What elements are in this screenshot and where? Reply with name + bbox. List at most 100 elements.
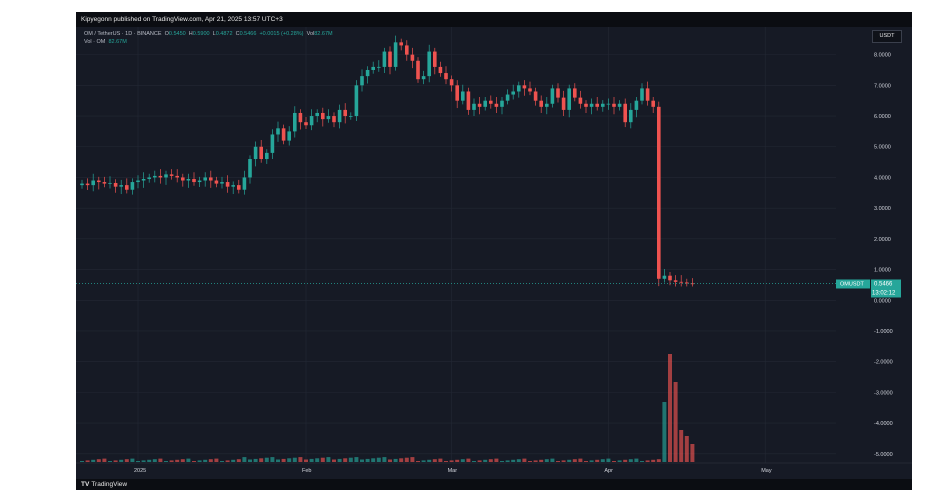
volume-bar xyxy=(354,457,359,462)
volume-bar xyxy=(578,458,583,462)
candle-body xyxy=(315,112,319,117)
volume-bar xyxy=(220,461,224,462)
brand-label: TradingView xyxy=(91,481,128,488)
volume-bar xyxy=(298,457,303,462)
volume-bar xyxy=(662,402,667,462)
chart-area[interactable]: 8.0000 7.0000 6.0000 5.0000 4.0000 3.0000 2.00… xyxy=(76,27,912,479)
volume-bar xyxy=(617,460,622,462)
candle-body xyxy=(444,73,448,80)
candle-body xyxy=(561,97,566,110)
chart-window: Kipyegonn published on TradingView.com, … xyxy=(76,12,912,490)
candle-body xyxy=(410,54,415,61)
candle-body xyxy=(270,134,275,153)
volume-bar xyxy=(315,458,320,462)
candle-body xyxy=(113,182,118,187)
candle-body xyxy=(192,178,196,183)
candle-body xyxy=(584,103,588,107)
volume-bar xyxy=(208,459,213,462)
volume-bar xyxy=(382,457,387,462)
candle-body xyxy=(225,182,230,187)
volume-bar xyxy=(561,460,566,462)
volume-bar xyxy=(488,459,493,462)
volume-bar xyxy=(544,459,549,462)
y-tick-label: 5.0000 xyxy=(874,145,891,151)
candle-body xyxy=(477,103,482,107)
candle-body xyxy=(601,103,605,107)
volume-bar xyxy=(236,459,241,462)
volume-bar xyxy=(640,461,644,462)
candle-body xyxy=(169,174,174,176)
volume-bar xyxy=(309,458,314,462)
volume-bar xyxy=(584,461,588,462)
candle-body xyxy=(125,185,129,190)
volume-bars xyxy=(80,354,695,462)
candlestick-chart[interactable]: 8.0000 7.0000 6.0000 5.0000 4.0000 3.0000 2.00… xyxy=(76,27,912,479)
candle-body xyxy=(164,174,168,178)
volume-bar xyxy=(147,459,152,462)
volume-bar xyxy=(432,459,437,462)
candle-body xyxy=(405,45,409,55)
price-axis: 8.0000 7.0000 6.0000 5.0000 4.0000 3.0000 2.00… xyxy=(874,53,893,458)
candle-body xyxy=(293,112,297,132)
volume-bar xyxy=(113,460,118,462)
volume-bar xyxy=(276,459,280,462)
y-tick-label: -5.0000 xyxy=(874,452,893,458)
volume-bar xyxy=(393,458,398,462)
volume-bar xyxy=(141,460,146,462)
candle-body xyxy=(589,103,594,107)
candle-body xyxy=(332,116,336,123)
y-tick-label: -3.0000 xyxy=(874,390,893,396)
candle-body xyxy=(298,112,303,123)
candle-body xyxy=(175,175,179,178)
volume-bar xyxy=(528,461,532,462)
volume-bar xyxy=(130,458,135,462)
candle-body xyxy=(690,283,695,285)
volume-bar xyxy=(690,444,695,462)
candle-body xyxy=(472,103,476,110)
y-tick-label: -1.0000 xyxy=(874,329,893,335)
volume-bar xyxy=(242,457,247,462)
candle-body xyxy=(685,282,689,284)
y-tick-label: 1.0000 xyxy=(874,268,891,274)
volume-bar xyxy=(85,460,90,462)
volume-bar xyxy=(102,458,107,462)
candle-body xyxy=(337,109,342,123)
price-tag-countdown: 13:02:12 xyxy=(872,290,896,296)
volume-bar xyxy=(522,458,527,462)
price-tag-value: 0.5466 xyxy=(874,281,893,287)
x-tick-label: May xyxy=(761,468,772,474)
volume-bar xyxy=(494,458,499,462)
volume-bar xyxy=(679,430,684,462)
volume-bar xyxy=(96,459,101,462)
candle-body xyxy=(237,185,241,190)
candle-body xyxy=(102,182,107,184)
candle-body xyxy=(455,85,459,101)
volume-bar xyxy=(472,461,476,462)
volume-indicator-value: 82.67M xyxy=(108,39,127,45)
high-value: 0.5900 xyxy=(192,31,210,37)
currency-button[interactable]: USDT xyxy=(872,30,902,43)
publisher-text: Kipyegonn published on TradingView.com, … xyxy=(81,16,283,23)
y-tick-label: 2.0000 xyxy=(874,237,891,243)
footer-bar: TV TradingView xyxy=(76,479,912,490)
candle-body xyxy=(545,103,549,107)
candle-body xyxy=(416,60,420,80)
candle-body xyxy=(511,91,515,95)
candle-body xyxy=(629,109,633,123)
price-tag-symbol: OMUSDT xyxy=(840,281,864,287)
volume-bar xyxy=(572,459,577,462)
candle-body xyxy=(287,131,291,141)
y-tick-label: 6.0000 xyxy=(874,114,891,120)
candle-body xyxy=(522,85,527,89)
volume-bar xyxy=(203,459,208,462)
grid-lines xyxy=(76,27,836,463)
candle-body xyxy=(248,159,252,178)
publisher-bar: Kipyegonn published on TradingView.com, … xyxy=(76,12,912,27)
candle-body xyxy=(421,76,426,80)
volume-bar xyxy=(500,461,504,462)
candle-body xyxy=(595,103,599,107)
volume-bar xyxy=(656,459,661,462)
y-tick-label: 4.0000 xyxy=(874,175,891,181)
volume-bar xyxy=(192,461,196,462)
candle-body xyxy=(657,106,661,279)
